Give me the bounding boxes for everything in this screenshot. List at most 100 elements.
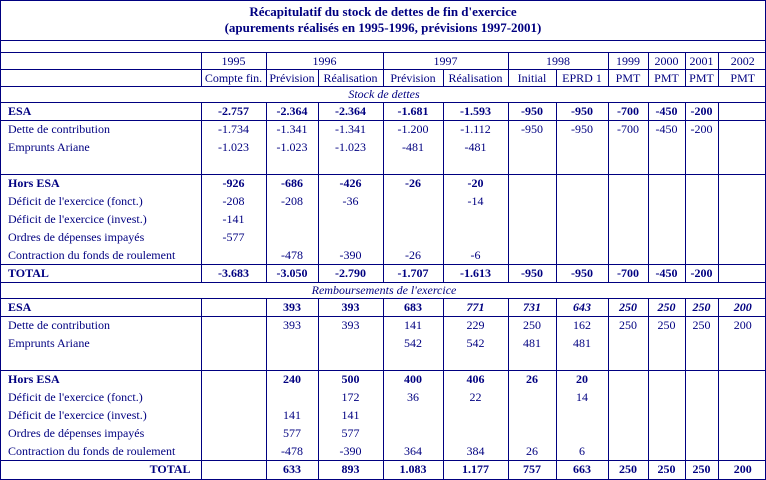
table-row: TOTAL -3.683 -3.050 -2.790 -1.707 -1.613 -950-…	[1, 264, 766, 283]
value-cell: 250	[684, 460, 718, 479]
value-cell: -1.112	[442, 120, 508, 139]
value-cell	[684, 156, 718, 175]
table-title: Récapitulatif du stock de dettes de fin …	[249, 4, 517, 19]
label-column-subheader	[1, 69, 201, 87]
subheader-row: Compte fin. Prévision Réalisation Prévision…	[1, 69, 766, 87]
value-cell	[647, 210, 685, 229]
value-cell: 141	[265, 406, 318, 425]
value-cell: -390	[317, 442, 383, 461]
value-cell: 577	[317, 424, 383, 443]
value-cell: -1.023	[265, 138, 318, 157]
table-header: 1995 1996 1997 1998 1999 2000 2001 2002 Compte …	[1, 52, 766, 87]
value-cell	[647, 352, 685, 371]
value-cell: -2.364	[265, 102, 318, 121]
value-cell: -450	[647, 120, 685, 139]
value-cell	[317, 210, 383, 229]
value-cell	[507, 210, 556, 229]
value-cell	[382, 156, 443, 175]
value-cell	[684, 138, 718, 157]
value-cell: 757	[507, 460, 556, 479]
value-cell: -450	[647, 264, 685, 283]
value-cell	[607, 156, 648, 175]
value-cell	[684, 228, 718, 247]
value-cell	[555, 138, 608, 157]
table-row: Ordres de dépenses impayés 577 577	[1, 424, 766, 443]
value-cell	[717, 120, 766, 139]
column-subheader-0: Compte fin.	[200, 69, 266, 87]
value-cell	[647, 334, 685, 353]
year-header-1995: 1995	[200, 52, 266, 70]
table-row: Déficit de l'exercice (invest.) 141 141	[1, 406, 766, 425]
value-cell	[317, 156, 383, 175]
row-label: Contraction du fonds de roulement	[1, 442, 201, 461]
value-cell	[200, 156, 266, 175]
value-cell	[607, 442, 648, 461]
value-cell: -686	[265, 174, 318, 193]
value-cell: 250	[684, 298, 718, 317]
row-label: ESA	[1, 102, 201, 121]
value-cell: 250	[607, 298, 648, 317]
value-cell	[555, 156, 608, 175]
column-subheader-1: Prévision	[265, 69, 318, 87]
row-label: Dette de contribution	[8, 122, 110, 137]
value-cell: 393	[265, 316, 318, 335]
value-cell	[265, 352, 318, 371]
value-cell: 172	[317, 388, 383, 407]
value-cell: -950	[507, 102, 556, 121]
value-cell	[717, 138, 766, 157]
value-cell: -950	[507, 120, 556, 139]
table-row: Emprunts Ariane 542 542 481 481	[1, 334, 766, 353]
value-cell: 26	[507, 442, 556, 461]
value-cell: -200	[684, 264, 718, 283]
value-cell: -14	[442, 192, 508, 211]
value-cell	[607, 388, 648, 407]
value-cell	[382, 192, 443, 211]
value-cell: 200	[717, 298, 766, 317]
value-cell	[555, 406, 608, 425]
value-cell: 250	[647, 316, 685, 335]
value-cell: -481	[382, 138, 443, 157]
value-cell	[607, 424, 648, 443]
value-cell: 162	[555, 316, 608, 335]
value-cell: 250	[607, 316, 648, 335]
value-cell	[265, 334, 318, 353]
column-subheader-3: Prévision	[382, 69, 443, 87]
value-cell	[442, 406, 508, 425]
value-cell	[200, 352, 266, 371]
value-cell: 141	[382, 316, 443, 335]
value-cell: -3.050	[265, 264, 318, 283]
value-cell	[684, 210, 718, 229]
value-cell	[607, 246, 648, 265]
table-row: Déficit de l'exercice (fonct.) -208 -208 -3…	[1, 192, 766, 211]
table-row: Déficit de l'exercice (fonct.) 172 36 22 14	[1, 388, 766, 407]
column-subheader-7: PMT	[607, 69, 648, 87]
value-cell	[647, 388, 685, 407]
value-cell: -6	[442, 246, 508, 265]
value-cell	[684, 352, 718, 371]
value-cell: -481	[442, 138, 508, 157]
value-cell	[647, 192, 685, 211]
value-cell: -950	[555, 264, 608, 283]
value-cell	[684, 174, 718, 193]
table-subtitle: (apurements réalisés en 1995-1996, prévi…	[224, 20, 542, 35]
value-cell	[607, 174, 648, 193]
column-subheader-4: Réalisation	[442, 69, 508, 87]
value-cell: -478	[265, 246, 318, 265]
table-row	[1, 352, 766, 371]
value-cell	[717, 210, 766, 229]
value-cell: 683	[382, 298, 443, 317]
value-cell	[717, 174, 766, 193]
value-cell: -700	[607, 264, 648, 283]
year-header-1997: 1997	[382, 52, 508, 70]
value-cell: 393	[317, 316, 383, 335]
value-cell	[607, 370, 648, 389]
value-cell	[555, 210, 608, 229]
row-label: Hors ESA	[8, 372, 60, 387]
row-label: TOTAL	[8, 266, 49, 280]
value-cell: -1.023	[317, 138, 383, 157]
value-cell	[200, 406, 266, 425]
value-cell	[317, 228, 383, 247]
value-cell	[507, 352, 556, 371]
value-cell	[717, 352, 766, 371]
table-row: Dette de contribution -1.734 -1.341 -1.341-…	[1, 120, 766, 139]
